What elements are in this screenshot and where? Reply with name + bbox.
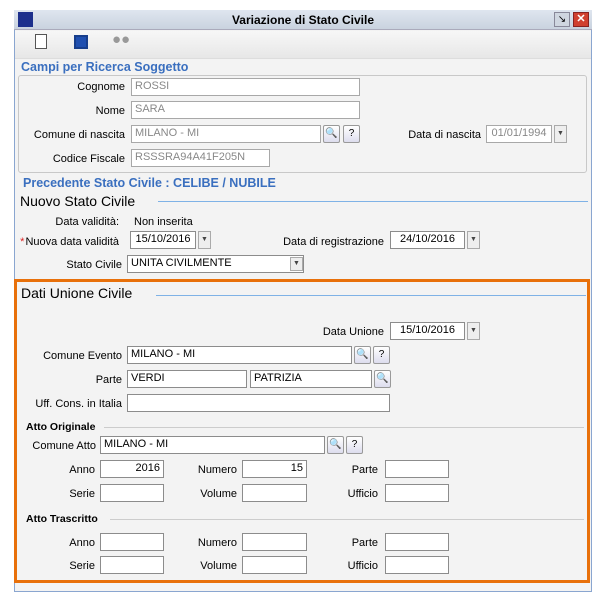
nuovo-stato-title: Nuovo Stato Civile [20, 193, 136, 209]
stato-civile-value: UNITA CIVILMENTE [131, 257, 232, 269]
chevron-down-icon[interactable]: ▼ [554, 125, 567, 143]
lookup-icon[interactable]: ? [373, 346, 390, 364]
ufficio-label: Ufficio [347, 488, 378, 500]
divider [110, 519, 584, 520]
comune-evento-field[interactable]: MILANO - MI [127, 346, 352, 364]
ufficio-field[interactable] [385, 556, 449, 574]
numero-label: Numero [197, 537, 237, 549]
parte-nome-field[interactable]: PATRIZIA [250, 370, 372, 388]
volume-label: Volume [200, 488, 237, 500]
precedente-stato-civile: Precedente Stato Civile : CELIBE / NUBIL… [23, 176, 276, 190]
data-validita-label: Data validità: [55, 216, 119, 228]
data-registrazione-field[interactable]: 24/10/2016 [390, 231, 465, 249]
chevron-down-icon[interactable]: ▼ [467, 231, 480, 249]
data-validita-value: Non inserita [134, 216, 193, 228]
chevron-down-icon[interactable]: ▼ [198, 231, 211, 249]
search-icon[interactable]: 🔍 [323, 125, 340, 143]
numero-field[interactable]: 15 [242, 460, 307, 478]
binoculars-icon: ●● [112, 31, 131, 48]
serie-label: Serie [69, 560, 95, 572]
parte-atto-label: Parte [351, 537, 378, 549]
data-nascita-label: Data di nascita [408, 129, 481, 141]
toolbar [15, 31, 591, 59]
volume-label: Volume [200, 560, 237, 572]
data-nascita-field[interactable]: 01/01/1994 [486, 125, 552, 143]
comune-atto-label: Comune Atto [32, 440, 96, 452]
data-registrazione-label: Data di registrazione [283, 236, 384, 248]
volume-field[interactable] [242, 484, 307, 502]
ufficio-label: Ufficio [347, 560, 378, 572]
dati-unione-title: Dati Unione Civile [21, 285, 133, 301]
nuova-data-validita-field[interactable]: 15/10/2016 [130, 231, 196, 249]
search-icon[interactable]: 🔍 [354, 346, 371, 364]
search-icon[interactable]: 🔍 [327, 436, 344, 454]
stato-civile-label: Stato Civile [66, 259, 122, 271]
title-bar: Variazione di Stato Civile ↘ ✕ [14, 10, 592, 30]
dati-unione-highlight [14, 279, 590, 583]
nome-field[interactable]: SARA [131, 101, 360, 119]
anno-field[interactable] [100, 533, 164, 551]
atto-originale-title: Atto Originale [26, 421, 96, 433]
codice-fiscale-label: Codice Fiscale [52, 153, 125, 165]
numero-label: Numero [197, 464, 237, 476]
divider [156, 295, 586, 296]
volume-field[interactable] [242, 556, 307, 574]
anno-field[interactable]: 2016 [100, 460, 164, 478]
serie-field[interactable] [100, 556, 164, 574]
comune-nascita-field[interactable]: MILANO - MI [131, 125, 321, 143]
window-title: Variazione di Stato Civile [231, 13, 375, 27]
parte-label: Parte [95, 374, 122, 386]
nuova-data-validita-label: Nuova data validità [25, 236, 119, 248]
save-icon[interactable] [72, 33, 90, 51]
required-marker: * [20, 236, 25, 248]
close-icon[interactable]: ✕ [573, 12, 589, 27]
section-ricerca-title: Campi per Ricerca Soggetto [21, 60, 189, 74]
search-icon[interactable]: 🔍 [374, 370, 391, 388]
lookup-icon[interactable]: ? [343, 125, 360, 143]
cognome-field[interactable]: ROSSI [131, 78, 360, 96]
minimize-icon[interactable]: ↘ [554, 12, 570, 27]
new-document-icon[interactable] [32, 33, 50, 51]
lookup-icon[interactable]: ? [346, 436, 363, 454]
anno-label: Anno [69, 464, 95, 476]
serie-field[interactable] [100, 484, 164, 502]
comune-atto-field[interactable]: MILANO - MI [100, 436, 325, 454]
uff-cons-field[interactable] [127, 394, 390, 412]
comune-nascita-label: Comune di nascita [33, 129, 125, 141]
codice-fiscale-field[interactable]: RSSSRA94A41F205N [131, 149, 270, 167]
parte-atto-field[interactable] [385, 533, 449, 551]
parte-atto-field[interactable] [385, 460, 449, 478]
numero-field[interactable] [242, 533, 307, 551]
ricerca-group [18, 75, 587, 173]
anno-label: Anno [69, 537, 95, 549]
divider [104, 427, 584, 428]
chevron-down-icon[interactable]: ▼ [290, 257, 303, 271]
nome-label: Nome [95, 105, 125, 117]
atto-trascritto-title: Atto Trascritto [26, 513, 98, 525]
parte-cognome-field[interactable]: VERDI [127, 370, 247, 388]
parte-atto-label: Parte [351, 464, 378, 476]
uff-cons-label: Uff. Cons. in Italia [35, 398, 122, 410]
serie-label: Serie [69, 488, 95, 500]
chevron-down-icon[interactable]: ▼ [467, 322, 480, 340]
nuova-data-validita-row-label: * Nuova data validità [20, 236, 119, 249]
ufficio-field[interactable] [385, 484, 449, 502]
app-logo-icon [18, 12, 33, 27]
cognome-label: Cognome [77, 81, 125, 93]
data-unione-label: Data Unione [322, 326, 384, 338]
divider [158, 201, 588, 202]
stato-civile-select[interactable]: UNITA CIVILMENTE [127, 255, 304, 273]
comune-evento-label: Comune Evento [43, 350, 122, 362]
data-unione-field[interactable]: 15/10/2016 [390, 322, 465, 340]
